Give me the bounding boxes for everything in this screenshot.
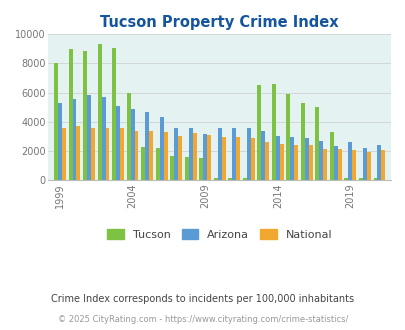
Bar [62,128,66,181]
Bar [199,158,203,181]
Bar [236,137,239,181]
Bar [98,44,101,181]
Bar [217,128,221,181]
Bar [352,150,355,181]
Bar [174,128,178,181]
Bar [170,156,174,181]
Bar [294,145,297,181]
Bar [329,132,333,181]
Bar [275,136,279,181]
Bar [366,152,370,181]
Bar [242,178,246,181]
Bar [72,99,76,181]
Bar [163,132,167,181]
Bar [264,142,269,181]
Bar [290,137,294,181]
Bar [300,103,304,181]
Bar [116,106,120,181]
Bar [286,94,290,181]
Bar [333,146,337,181]
Bar [304,138,308,181]
Bar [362,148,366,181]
Text: Crime Index corresponds to incidents per 100,000 inhabitants: Crime Index corresponds to incidents per… [51,294,354,304]
Bar [279,144,283,181]
Bar [149,131,153,181]
Bar [58,103,62,181]
Bar [343,178,347,181]
Bar [319,141,322,181]
Bar [373,178,377,181]
Bar [91,128,95,181]
Bar [246,128,250,181]
Bar [192,133,196,181]
Bar [232,128,236,181]
Bar [347,142,352,181]
Bar [207,135,211,181]
Bar [257,85,261,181]
Bar [101,97,105,181]
Bar [105,128,109,181]
Bar [250,138,254,181]
Bar [228,178,232,181]
Bar [159,117,163,181]
Bar [112,48,116,181]
Bar [145,112,149,181]
Bar [213,178,217,181]
Bar [54,62,58,181]
Bar [322,149,326,181]
Bar [380,150,384,181]
Bar [120,128,124,181]
Bar [134,131,138,181]
Bar [188,128,192,181]
Bar [141,147,145,181]
Bar [221,137,225,181]
Bar [83,51,87,181]
Bar [178,136,181,181]
Bar [358,178,362,181]
Bar [87,95,91,181]
Title: Tucson Property Crime Index: Tucson Property Crime Index [100,15,338,30]
Legend: Tucson, Arizona, National: Tucson, Arizona, National [102,224,336,244]
Bar [156,148,159,181]
Bar [308,145,312,181]
Bar [315,107,319,181]
Bar [261,131,264,181]
Bar [68,49,72,181]
Bar [184,157,188,181]
Bar [126,92,130,181]
Bar [271,84,275,181]
Bar [130,110,134,181]
Text: © 2025 CityRating.com - https://www.cityrating.com/crime-statistics/: © 2025 CityRating.com - https://www.city… [58,315,347,324]
Bar [377,145,380,181]
Bar [203,134,207,181]
Bar [337,149,341,181]
Bar [76,126,80,181]
